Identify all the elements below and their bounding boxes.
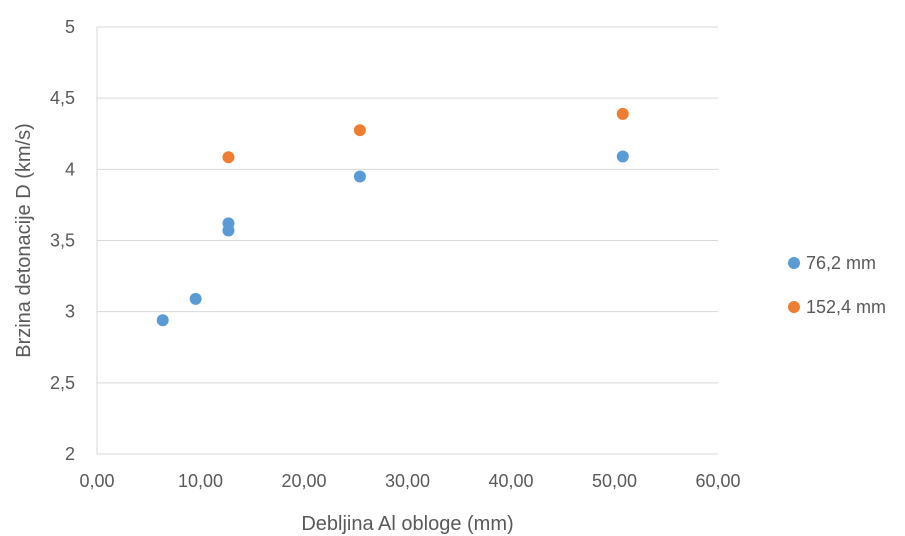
- x-axis-title: Debljina Al obloge (mm): [301, 513, 513, 535]
- data-point: [222, 151, 235, 164]
- y-axis-ticks: 2 2,5 3 3,5 4 4,5 5: [50, 17, 75, 464]
- x-tick-label: 60,00: [695, 471, 740, 491]
- legend-label: 76,2 mm: [806, 253, 876, 273]
- y-tick-label: 2: [65, 444, 75, 464]
- data-point: [189, 292, 202, 305]
- y-tick-label: 4,5: [50, 88, 75, 108]
- y-tick-label: 5: [65, 17, 75, 37]
- grid-lines: [96, 26, 718, 455]
- x-tick-label: 10,00: [178, 471, 223, 491]
- x-axis-ticks: 0,00 10,00 20,00 30,00 40,00 50,00 60,00: [79, 471, 740, 491]
- legend: 76,2 mm 152,4 mm: [788, 253, 886, 317]
- x-tick-label: 30,00: [385, 471, 430, 491]
- data-point: [353, 124, 366, 137]
- y-axis-title: Brzina detonacije D (km/s): [13, 123, 35, 358]
- data-point: [222, 217, 235, 230]
- legend-marker: [788, 301, 800, 313]
- data-point: [353, 170, 366, 183]
- y-tick-label: 3: [65, 302, 75, 322]
- legend-marker: [788, 257, 800, 269]
- data-point: [616, 107, 629, 120]
- data-point: [156, 314, 169, 327]
- y-tick-label: 4: [65, 159, 75, 179]
- legend-label: 152,4 mm: [806, 297, 886, 317]
- x-tick-label: 40,00: [488, 471, 533, 491]
- x-tick-label: 20,00: [281, 471, 326, 491]
- y-tick-label: 2,5: [50, 373, 75, 393]
- data-points: [156, 107, 629, 327]
- data-point: [616, 150, 629, 163]
- x-tick-label: 50,00: [592, 471, 637, 491]
- x-tick-label: 0,00: [79, 471, 114, 491]
- y-tick-label: 3,5: [50, 231, 75, 251]
